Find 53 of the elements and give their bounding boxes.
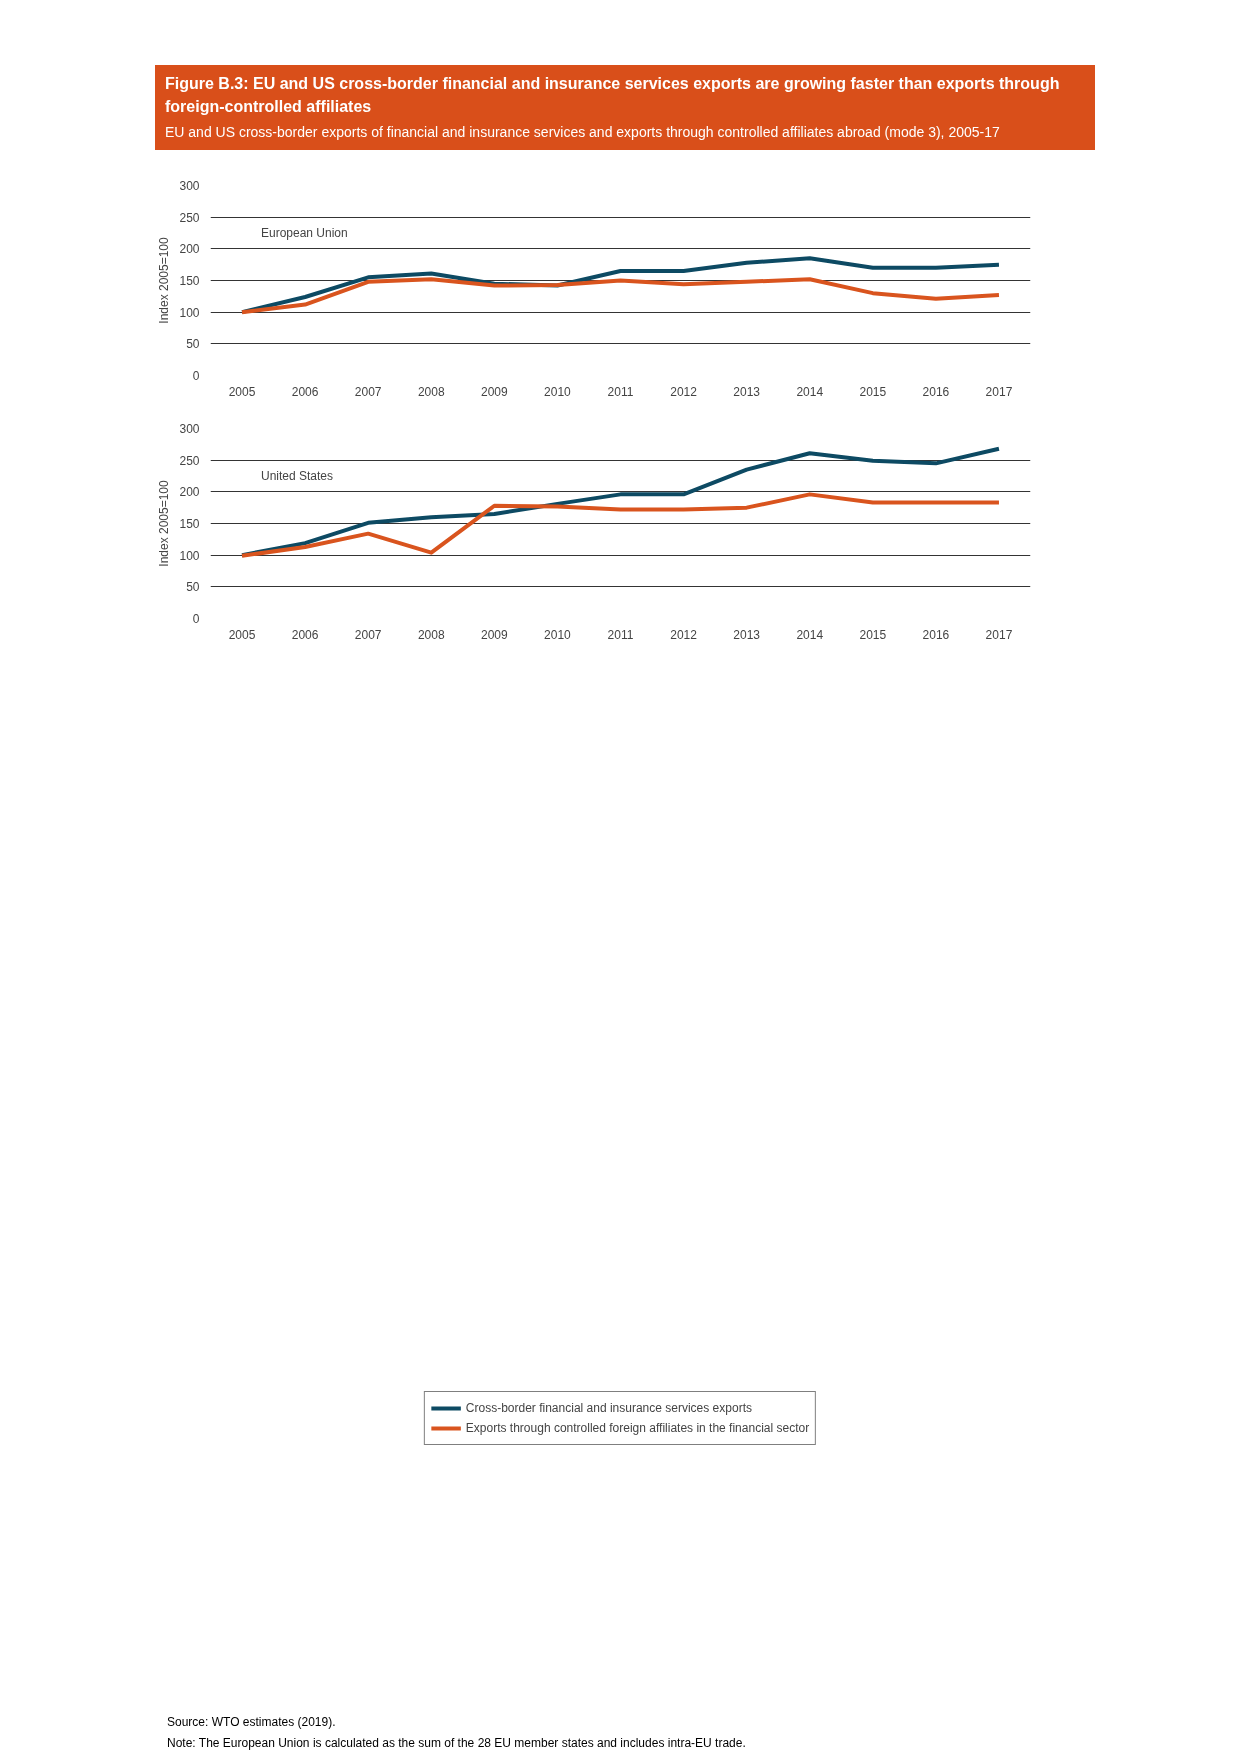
x-tick-label: 2013 (733, 627, 761, 642)
x-tick-label: 2007 (354, 627, 382, 642)
x-tick-label: 2012 (670, 627, 698, 642)
x-tick-label: 2014 (796, 627, 824, 642)
y-tick-label: 0 (192, 368, 200, 383)
x-tick-label: 2010 (544, 384, 572, 399)
x-tick-label: 2013 (733, 384, 761, 399)
y-tick-label: 150 (179, 516, 200, 531)
x-tick-label: 2008 (417, 384, 445, 399)
line-series (240, 446, 1001, 557)
y-tick-label: 300 (179, 421, 200, 436)
x-tick-label: 2009 (481, 627, 509, 642)
x-tick-label: 2011 (607, 384, 634, 399)
legend-label: Cross-border financial and insurance services exports (465, 1400, 752, 1415)
chart-title: Figure B.3: EU and US cross-border financial and insurance services exports are growing faster than exports through foreign-controlled affiliates (165, 74, 1061, 117)
source-note: Source: WTO estimates (2019). (167, 1713, 337, 1731)
x-tick-label: 2016 (922, 627, 950, 642)
annotation: European Union (260, 225, 348, 240)
x-tick-label: 2006 (291, 384, 319, 399)
y-tick-label: 250 (179, 453, 200, 468)
x-tick-label: 2016 (922, 384, 950, 399)
text: Note: The European Union is calculated as the sum of the 28 EU member states and includes intra-EU trade. (167, 1734, 746, 1752)
chart-subtitle: EU and US cross-border exports of financial and insurance services and exports through controlled affiliates abroad (mode 3), 2005-17 (165, 122, 1001, 142)
x-tick-label: 2007 (354, 384, 382, 399)
y-tick-label: 0 (192, 611, 200, 626)
x-tick-label: 2017 (985, 384, 1013, 399)
y-tick-label: 50 (186, 337, 200, 352)
x-tick-label: 2006 (291, 627, 319, 642)
x-tick-label: 2015 (859, 627, 887, 642)
x-tick-label: 2005 (228, 627, 256, 642)
y-tick-label: 250 (179, 210, 200, 225)
line-series (240, 277, 1001, 314)
y-axis-title: Index 2005=100 (157, 236, 172, 324)
x-tick-label: 2011 (607, 627, 634, 642)
x-tick-label: 2012 (670, 384, 698, 399)
y-axis-title: Index 2005=100 (157, 479, 172, 567)
legend-label: Exports through controlled foreign affiliates in the financial sector (465, 1420, 810, 1435)
line-series (240, 492, 1001, 558)
y-tick-label: 50 (186, 580, 200, 595)
x-tick-label: 2015 (859, 384, 887, 399)
y-tick-label: 200 (179, 242, 200, 257)
y-tick-label: 150 (179, 273, 200, 288)
x-tick-label: 2010 (544, 627, 572, 642)
x-tick-label: 2014 (796, 384, 824, 399)
y-tick-label: 100 (179, 548, 200, 563)
annotation: United States (260, 468, 334, 483)
y-tick-label: 200 (179, 485, 200, 500)
x-tick-label: 2008 (417, 627, 445, 642)
y-tick-label: 100 (179, 305, 200, 320)
x-tick-label: 2017 (985, 627, 1013, 642)
x-tick-label: 2005 (228, 384, 256, 399)
y-tick-label: 300 (179, 178, 200, 193)
x-tick-label: 2009 (481, 384, 509, 399)
